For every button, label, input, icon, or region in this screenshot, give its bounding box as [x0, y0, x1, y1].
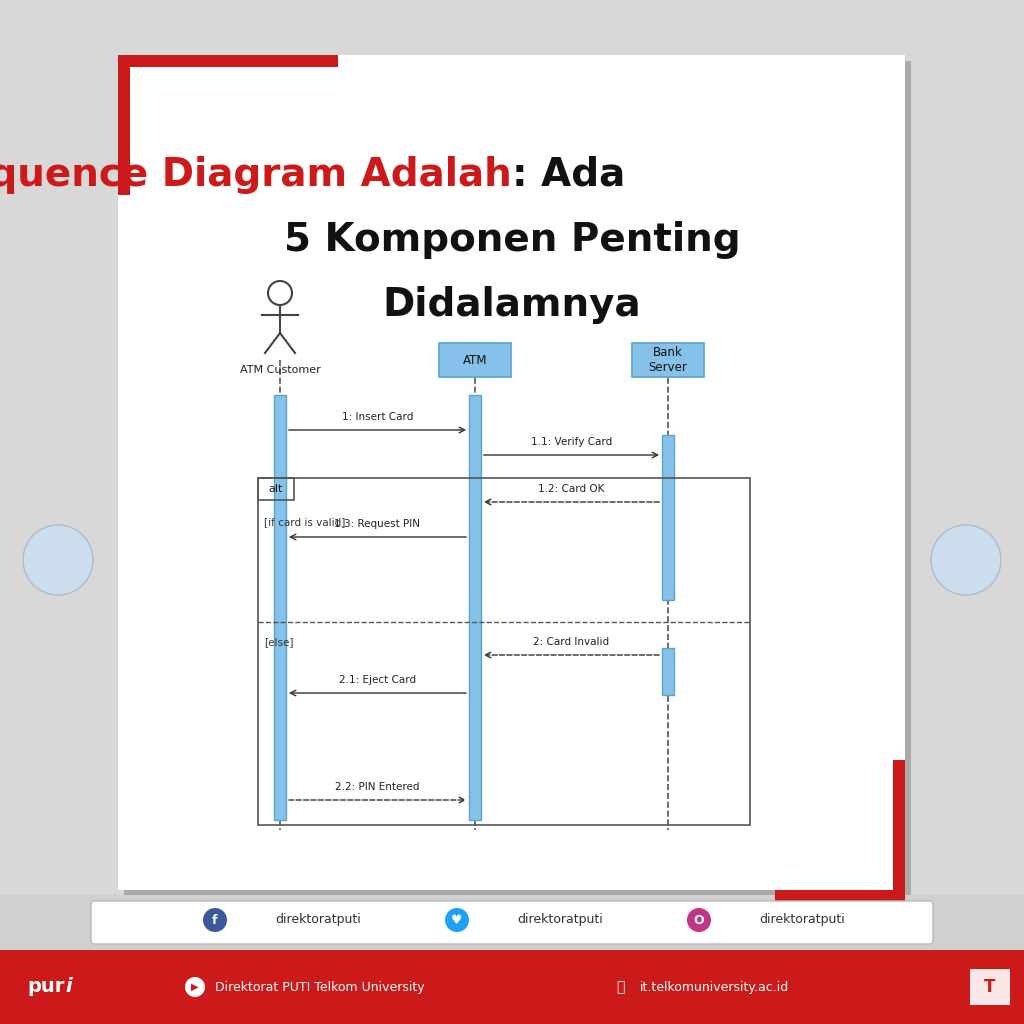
Bar — [258, 478, 750, 825]
FancyBboxPatch shape — [91, 901, 933, 944]
Text: it.telkomuniversity.ac.id: it.telkomuniversity.ac.id — [640, 981, 790, 993]
Text: Sequence Diagram Adalah: Sequence Diagram Adalah — [0, 156, 512, 194]
Text: 2: Card Invalid: 2: Card Invalid — [534, 637, 609, 647]
Bar — [118, 55, 338, 67]
Circle shape — [203, 908, 227, 932]
Text: alt: alt — [269, 484, 284, 494]
Circle shape — [185, 977, 205, 997]
Text: ⛓: ⛓ — [615, 980, 625, 994]
Circle shape — [687, 908, 711, 932]
Text: [if card is valid]: [if card is valid] — [264, 517, 345, 527]
Bar — [970, 969, 1010, 1005]
Circle shape — [445, 908, 469, 932]
Bar — [118, 55, 905, 890]
Bar — [274, 395, 286, 820]
Text: direktoratputi: direktoratputi — [275, 913, 360, 927]
Text: 1.3: Request PIN: 1.3: Request PIN — [335, 519, 421, 529]
Text: O: O — [693, 913, 705, 927]
Text: i: i — [65, 978, 72, 996]
Bar — [124, 61, 911, 896]
Text: pur: pur — [28, 978, 65, 996]
Circle shape — [23, 525, 93, 595]
Bar — [662, 435, 674, 600]
Text: 1.2: Card OK: 1.2: Card OK — [539, 484, 605, 494]
Text: f: f — [212, 913, 218, 927]
Text: 1: Insert Card: 1: Insert Card — [342, 412, 414, 422]
Bar — [775, 890, 905, 902]
Bar — [258, 478, 294, 500]
Text: Didalamnya: Didalamnya — [383, 286, 641, 324]
Text: 1.1: Verify Card: 1.1: Verify Card — [530, 437, 612, 447]
Text: [else]: [else] — [264, 637, 294, 647]
Text: T: T — [984, 978, 995, 996]
Text: Direktorat PUTI Telkom University: Direktorat PUTI Telkom University — [215, 981, 425, 993]
Bar — [632, 343, 705, 377]
Bar — [439, 343, 511, 377]
Bar — [893, 760, 905, 890]
Text: ♥: ♥ — [452, 913, 463, 927]
Text: 2.2: PIN Entered: 2.2: PIN Entered — [335, 782, 420, 792]
Bar — [118, 67, 130, 195]
Text: ▶: ▶ — [191, 982, 199, 992]
Bar — [0, 950, 1024, 1024]
Text: 5 Komponen Penting: 5 Komponen Penting — [284, 221, 740, 259]
Text: Bank
Server: Bank Server — [648, 346, 687, 374]
Bar — [0, 895, 1024, 950]
Circle shape — [931, 525, 1001, 595]
Bar — [469, 395, 481, 820]
Text: : Ada: : Ada — [512, 156, 626, 194]
Text: 2.1: Eject Card: 2.1: Eject Card — [339, 675, 416, 685]
Text: ATM: ATM — [463, 353, 487, 367]
Text: ATM Customer: ATM Customer — [240, 365, 321, 375]
Text: direktoratputi: direktoratputi — [517, 913, 603, 927]
Text: direktoratputi: direktoratputi — [759, 913, 845, 927]
Bar — [662, 648, 674, 695]
